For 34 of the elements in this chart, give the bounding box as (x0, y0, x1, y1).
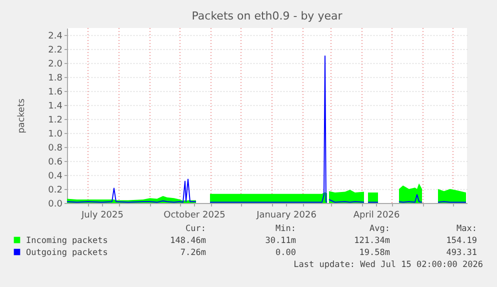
y-tick-label: 2.2 (48, 46, 62, 56)
text: 30.11m (265, 236, 296, 246)
text: Min: (276, 224, 296, 234)
x-tick-label: July 2025 (80, 210, 124, 220)
text: 154.19 (446, 236, 477, 246)
text: 7.26m (180, 248, 206, 258)
text: 121.34m (354, 236, 390, 246)
y-tick-label: 0.8 (48, 144, 63, 154)
y-tick-label: 0.4 (48, 172, 63, 182)
y-tick-label: 0.2 (48, 186, 62, 196)
y-tick-label: 2.4 (48, 32, 63, 42)
legend-label: Incoming packets (26, 236, 108, 246)
y-tick-label: 1.6 (48, 88, 63, 98)
text: 19.58m (359, 248, 390, 258)
legend-label: Outgoing packets (26, 248, 108, 258)
y-tick-label: 2.0 (48, 60, 63, 70)
y-axis-title: packets (17, 98, 28, 134)
x-tick-label: April 2026 (353, 210, 400, 220)
y-tick-label: 0.0 (48, 200, 63, 210)
y-tick-label: 0.6 (48, 158, 63, 168)
text: Avg: (370, 224, 390, 234)
y-tick-label: 1.2 (48, 116, 62, 126)
text: Last update: Wed Jul 15 02:00:00 2026 (294, 260, 483, 270)
text: 0.00 (276, 248, 296, 258)
text: Max: (456, 224, 477, 234)
x-tick-label: January 2026 (256, 210, 317, 220)
text: Cur: (186, 224, 206, 234)
chart-title: Packets on eth0.9 - by year (192, 10, 343, 22)
y-tick-label: 1.4 (48, 102, 63, 112)
y-tick-label: 1.0 (48, 130, 63, 140)
y-tick-label: 1.8 (48, 74, 63, 84)
text: 148.46m (170, 236, 206, 246)
x-tick-label: October 2025 (164, 210, 226, 220)
text: 493.31 (446, 248, 477, 258)
